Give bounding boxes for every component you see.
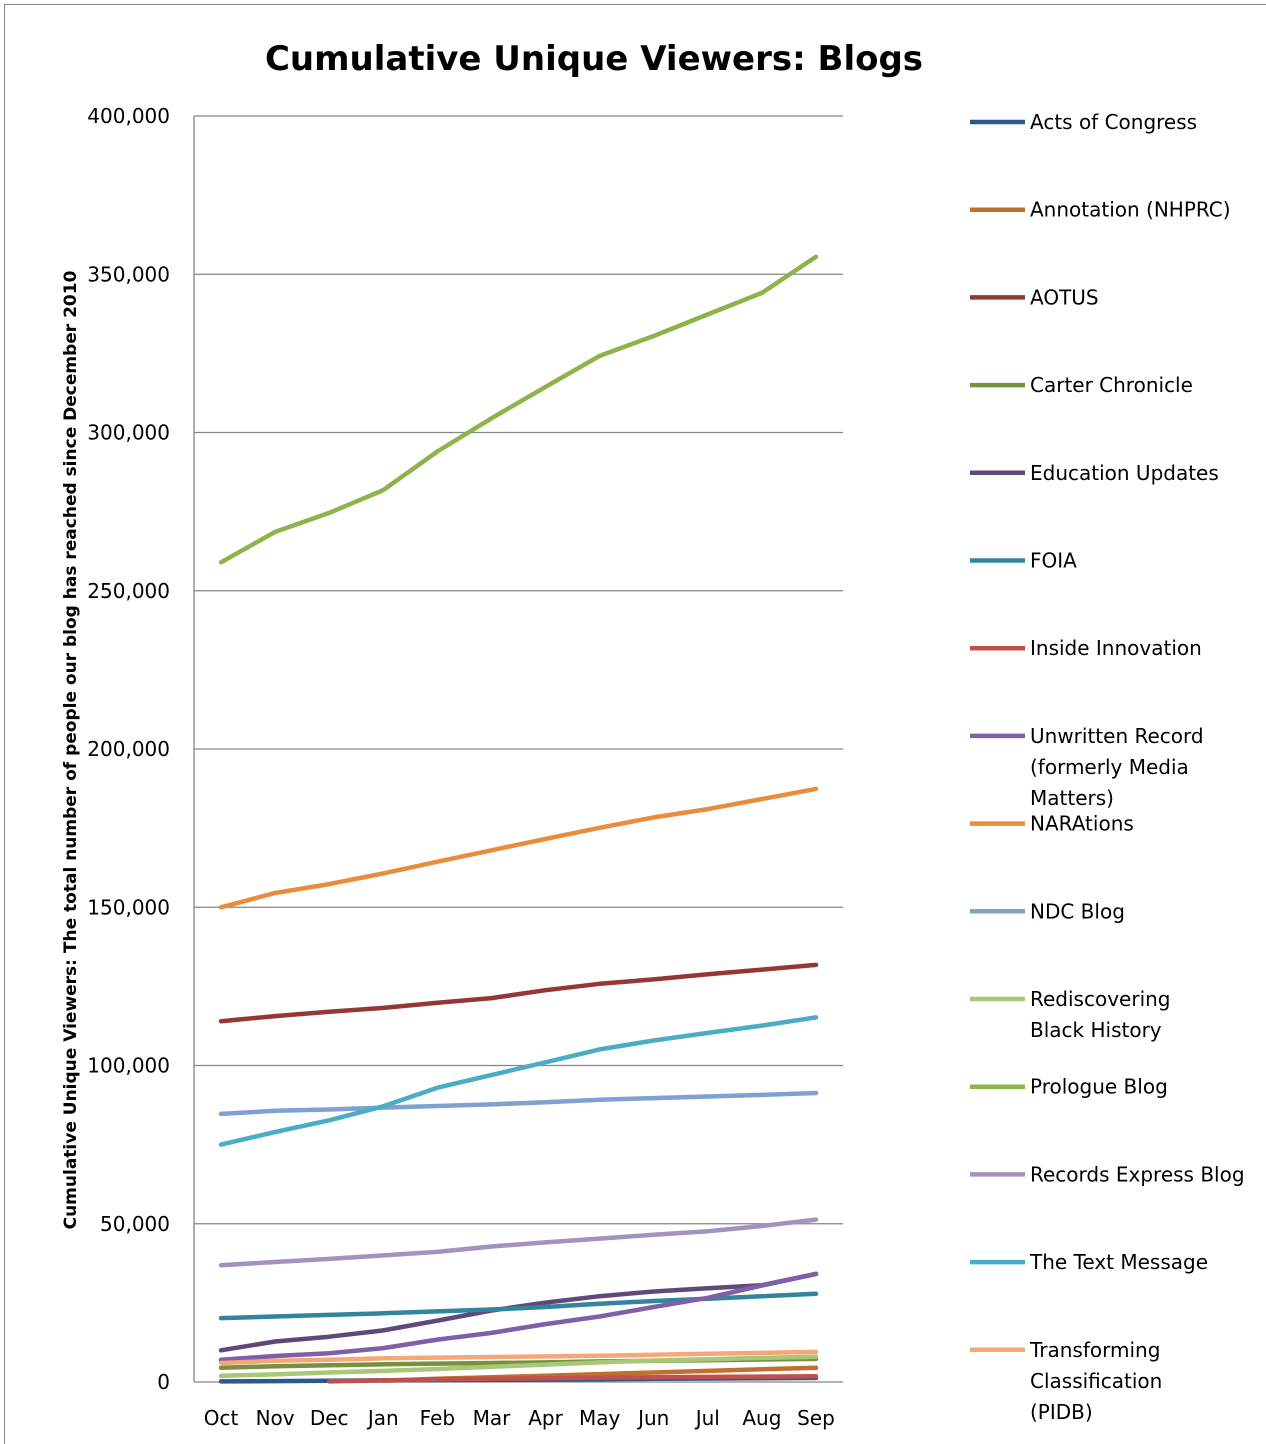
legend-label: Acts of Congress: [1030, 110, 1197, 134]
y-tick-label: 300,000: [87, 421, 170, 445]
y-tick-label: 0: [157, 1370, 170, 1394]
legend-item-transforming-classification-pidb: Transforming Classification (PIDB): [970, 1338, 1162, 1424]
legend-item-education-updates: Education Updates: [970, 461, 1219, 485]
legend-label: Prologue Blog: [1030, 1075, 1168, 1099]
series-line-aotus: [218, 962, 819, 1024]
legend-label: Unwritten Record (formerly Media Matters): [1030, 724, 1204, 810]
x-tick-label: Jul: [694, 1406, 720, 1430]
legend-item-the-text-message: The Text Message: [970, 1250, 1208, 1274]
legend-item-carter-chronicle: Carter Chronicle: [970, 373, 1193, 397]
y-tick-label: 350,000: [87, 262, 170, 286]
legend-label: Annotation (NHPRC): [1030, 198, 1231, 222]
legend-item-prologue-blog: Prologue Blog: [970, 1075, 1168, 1099]
legend-label: The Text Message: [1029, 1250, 1208, 1274]
legend-label: NARAtions: [1030, 812, 1134, 836]
legend-item-inside-innovation: Inside Innovation: [970, 636, 1202, 660]
legend-label: FOIA: [1030, 549, 1077, 573]
series-line-the-text-message: [218, 1015, 819, 1147]
legend-item-aotus: AOTUS: [970, 285, 1099, 309]
y-tick-label: 200,000: [87, 737, 170, 761]
series-line-rediscovering-black-history: [218, 1354, 819, 1378]
legend-item-ndc-blog: NDC Blog: [970, 899, 1125, 923]
series-line-ndc-blog: [218, 1090, 819, 1117]
legend-label: Records Express Blog: [1030, 1162, 1245, 1186]
x-tick-label: Mar: [473, 1406, 512, 1430]
chart-frame: [4, 4, 1266, 1444]
chart-title: Cumulative Unique Viewers: Blogs: [265, 39, 923, 79]
y-tick-label: 50,000: [100, 1212, 170, 1236]
series-line-transforming-classification-pidb: [218, 1349, 819, 1366]
x-tick-label: Jan: [366, 1406, 399, 1430]
series-line-narations: [218, 786, 819, 910]
legend-item-narations: NARAtions: [970, 812, 1134, 836]
x-tick-label: Nov: [256, 1406, 295, 1430]
series-line-education-updates: [218, 1271, 819, 1353]
legend: Acts of Congress Annotation (NHPRC) AOTUS C…: [970, 110, 1245, 1424]
y-tick-label: 400,000: [87, 104, 170, 128]
y-tick-label: 150,000: [87, 895, 170, 919]
legend-label: Rediscovering Black History: [1030, 987, 1171, 1042]
series-lines: [218, 254, 819, 1384]
legend-label: Inside Innovation: [1030, 636, 1202, 660]
legend-label: Carter Chronicle: [1030, 373, 1193, 397]
y-axis-label: Cumulative Unique Viewers: The total num…: [61, 270, 81, 1229]
x-tick-label: Aug: [742, 1406, 781, 1430]
x-tick-label: Sep: [797, 1406, 835, 1430]
x-tick-labels: Oct Nov Dec Jan Feb Mar Apr May Jun Jul Aug Sep: [204, 1406, 835, 1430]
series-line-unwritten-record-formerly-media-matters: [218, 1271, 819, 1363]
legend-label: NDC Blog: [1030, 899, 1125, 923]
legend-label: Transforming Classification (PIDB): [1029, 1338, 1162, 1424]
x-tick-label: Apr: [528, 1406, 563, 1430]
series-line-foia: [218, 1291, 819, 1321]
legend-label: Education Updates: [1030, 461, 1219, 485]
legend-item-acts-of-congress: Acts of Congress: [970, 110, 1197, 134]
gridlines: [193, 115, 843, 1383]
x-tick-label: Feb: [420, 1406, 455, 1430]
x-tick-label: May: [579, 1406, 621, 1430]
legend-item-annotation-nhprc: Annotation (NHPRC): [970, 198, 1231, 222]
legend-label: AOTUS: [1030, 285, 1099, 309]
legend-item-unwritten-record-formerly-media-matters: Unwritten Record (formerly Media Matters): [970, 724, 1204, 810]
y-tick-label: 100,000: [87, 1054, 170, 1078]
series-line-prologue-blog: [218, 254, 819, 565]
x-tick-label: Oct: [204, 1406, 239, 1430]
series-line-records-express-blog: [218, 1217, 819, 1268]
x-tick-label: Jun: [636, 1406, 669, 1430]
legend-item-rediscovering-black-history: Rediscovering Black History: [970, 987, 1171, 1042]
series-line-inside-innovation: [326, 1374, 819, 1384]
x-tick-label: Dec: [310, 1406, 349, 1430]
y-tick-label: 250,000: [87, 579, 170, 603]
y-tick-labels: 0 50,000 100,000 150,000 200,000 250,000 300,0…: [87, 104, 170, 1394]
legend-item-records-express-blog: Records Express Blog: [970, 1162, 1245, 1186]
legend-item-foia: FOIA: [970, 549, 1077, 573]
